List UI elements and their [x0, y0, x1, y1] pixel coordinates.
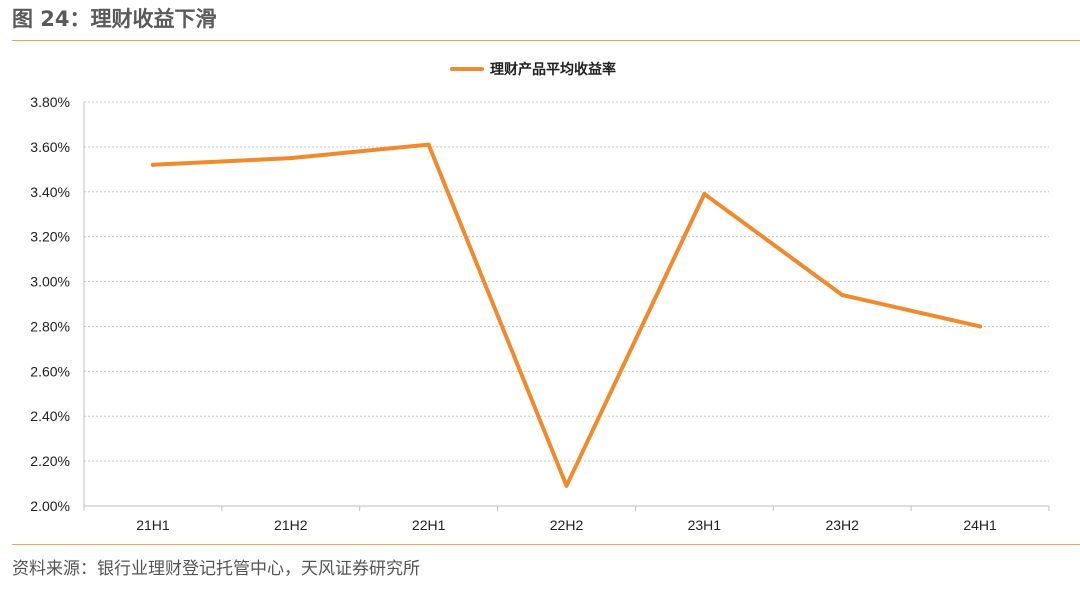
- x-tick-label: 23H2: [825, 517, 859, 533]
- data-point: [978, 324, 983, 329]
- line-chart: 2.00% 2.20% 2.40% 2.60% 2.80% 3.00% 3.20% 3.40%…: [30, 61, 1050, 533]
- y-tick-label: 2.00%: [30, 498, 70, 514]
- data-point: [288, 156, 293, 161]
- y-tick-label: 3.00%: [30, 274, 70, 290]
- source-note: 资料来源：银行业理财登记托管中心，天风证券研究所: [12, 559, 420, 579]
- data-point: [426, 142, 431, 147]
- gridlines: [84, 101, 1049, 462]
- data-point: [840, 293, 845, 298]
- y-tick-label: 2.20%: [30, 453, 70, 469]
- y-tick-label: 3.20%: [30, 229, 70, 245]
- x-tick-label: 22H2: [550, 517, 584, 533]
- y-tick-label: 2.60%: [30, 363, 70, 379]
- legend-label: 理财产品平均收益率: [490, 61, 616, 78]
- x-tick-label: 21H1: [136, 517, 170, 533]
- figure-title: 图 24：理财收益下滑: [12, 7, 217, 31]
- x-axis: 21H1 21H2 22H1 22H2 23H1 23H2 24H1: [83, 505, 1050, 533]
- series-layer: [150, 142, 983, 488]
- y-axis: 2.00% 2.20% 2.40% 2.60% 2.80% 3.00% 3.20% 3.40%…: [30, 94, 85, 514]
- x-tick-label: 21H2: [274, 517, 308, 533]
- data-point: [702, 192, 707, 197]
- y-tick-label: 3.60%: [30, 139, 70, 155]
- series-line: [150, 142, 983, 488]
- data-point: [150, 162, 155, 167]
- y-tick-label: 3.80%: [30, 94, 70, 110]
- y-tick-label: 3.40%: [30, 184, 70, 200]
- x-tick-label: 22H1: [412, 517, 446, 533]
- data-point: [564, 483, 569, 488]
- y-tick-label: 2.40%: [30, 408, 70, 424]
- x-tick-label: 24H1: [963, 517, 997, 533]
- title-divider: [12, 40, 1080, 41]
- legend: 理财产品平均收益率: [450, 61, 616, 78]
- source-divider: [12, 544, 1080, 545]
- y-tick-label: 2.80%: [30, 318, 70, 334]
- x-tick-label: 23H1: [688, 517, 722, 533]
